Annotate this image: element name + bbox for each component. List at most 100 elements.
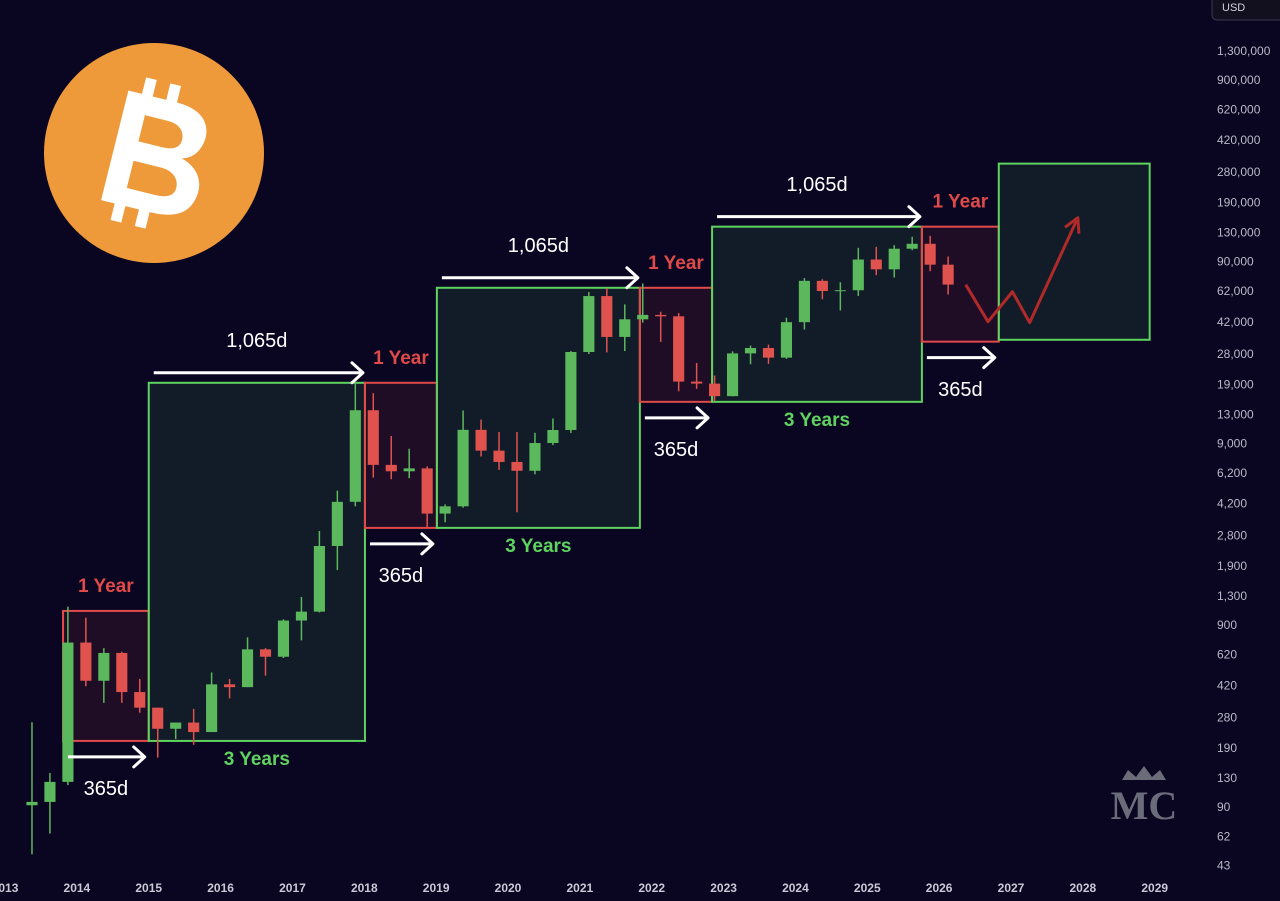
candle-body (673, 316, 685, 382)
x-tick-label: 2029 (1141, 881, 1168, 895)
watermark-text: MC (1111, 783, 1178, 828)
candle-body (709, 383, 721, 397)
x-tick-label: 2014 (64, 881, 91, 895)
y-tick-label: 90,000 (1217, 255, 1254, 269)
candle-body (924, 243, 936, 265)
y-tick-label: 19,000 (1217, 377, 1254, 391)
box-label: 3 Years (784, 410, 850, 431)
candle-body (188, 722, 200, 733)
y-tick-label: 420,000 (1217, 133, 1261, 147)
span-label: 365d (938, 379, 983, 401)
currency-badge: USD (1211, 0, 1280, 21)
span-label: 365d (379, 565, 424, 587)
candle-body (439, 506, 451, 514)
currency-box (1211, 0, 1280, 21)
axes: 43 62 90 130 190 280 420 620 900 1,300 1,900 2,800 4… (0, 44, 1271, 895)
x-tick-label: 2015 (135, 881, 162, 895)
crown (1122, 766, 1166, 780)
span-label: 1,065d (508, 235, 569, 257)
x-tick-label: 2017 (279, 881, 306, 895)
candle-body (798, 280, 810, 323)
y-tick-label: 620 (1217, 648, 1237, 662)
bitcoin-logo (44, 43, 264, 263)
y-tick-label: 280,000 (1217, 165, 1261, 179)
candle-body (888, 248, 900, 270)
candle-body (349, 410, 361, 502)
candle-body (744, 348, 757, 354)
x-tick-label: 2024 (782, 881, 809, 895)
annotations: 1 Year 365d 3 Years 1,065d 1 Year 365d 3 Years… (68, 174, 1081, 800)
candle-body (852, 259, 864, 291)
arrow-head (625, 266, 640, 290)
y-tick-label: 190 (1217, 741, 1237, 755)
y-tick-label: 6,200 (1217, 466, 1247, 480)
range-box (997, 162, 1151, 341)
candle-body (134, 692, 146, 708)
y-tick-label: 1,300,000 (1217, 44, 1271, 58)
candle-body (691, 381, 703, 384)
candle-body (26, 801, 38, 806)
y-tick-label: 62,000 (1217, 284, 1254, 298)
candle-body (152, 707, 164, 729)
candle-body (583, 296, 595, 352)
x-tick-label: 2018 (351, 881, 378, 895)
x-tick-label: 2023 (710, 881, 737, 895)
candle-body (619, 319, 631, 337)
candle-body (313, 546, 325, 612)
x-tick-label: 2021 (567, 881, 594, 895)
x-tick-label: 2027 (998, 881, 1025, 895)
x-tick-label: 2028 (1069, 881, 1096, 895)
candle-body (529, 443, 541, 471)
watermark: MC (1111, 766, 1178, 828)
span-label: 1,065d (226, 330, 287, 352)
candle-body (62, 642, 74, 782)
candle-body (116, 652, 128, 693)
candle-body (367, 410, 379, 465)
projection-arrow-head (1064, 216, 1081, 234)
candle-body (655, 314, 667, 317)
arrow-head (982, 346, 997, 370)
y-tick-label: 1,300 (1217, 589, 1247, 603)
candle-body (295, 611, 307, 621)
candle-body (224, 684, 236, 688)
candle-body (170, 722, 182, 729)
arrow-head (695, 406, 710, 430)
x-tick-label: 2019 (423, 881, 450, 895)
candle-body (331, 501, 343, 547)
candle-body (475, 429, 487, 451)
candle-body (457, 429, 469, 507)
candle-body (277, 620, 290, 657)
candle-body (511, 461, 523, 471)
box-label: 1 Year (933, 192, 989, 213)
candle-body (493, 450, 505, 462)
candles (26, 235, 954, 855)
y-tick-label: 9,000 (1217, 436, 1247, 450)
y-tick-label: 620,000 (1217, 102, 1261, 116)
y-tick-label: 130 (1217, 771, 1237, 785)
candle-body (942, 264, 954, 285)
candle-body (385, 464, 397, 472)
candle-body (601, 296, 613, 337)
y-tick-label: 900 (1217, 618, 1237, 632)
y-tick-label: 42,000 (1217, 315, 1254, 329)
projection-line (964, 217, 1080, 325)
span-label: 365d (84, 778, 129, 800)
y-tick-label: 43 (1217, 858, 1231, 872)
candle-body (834, 290, 846, 292)
box-label: 3 Years (224, 749, 290, 770)
x-tick-label: 2013 (0, 881, 19, 895)
y-tick-label: 130,000 (1217, 226, 1261, 240)
box-label: 1 Year (78, 576, 134, 597)
candle-body (762, 348, 775, 358)
logo-glyph (101, 77, 207, 229)
y-tick-label: 2,800 (1217, 529, 1247, 543)
x-tick-label: 2020 (495, 881, 522, 895)
range-box (711, 225, 923, 403)
candle-body (98, 652, 110, 681)
y-tick-label: 62 (1217, 829, 1231, 843)
candle-body (80, 642, 92, 681)
span-label: 1,065d (786, 174, 847, 196)
x-tick-label: 2026 (926, 881, 953, 895)
candle-body (870, 259, 882, 270)
